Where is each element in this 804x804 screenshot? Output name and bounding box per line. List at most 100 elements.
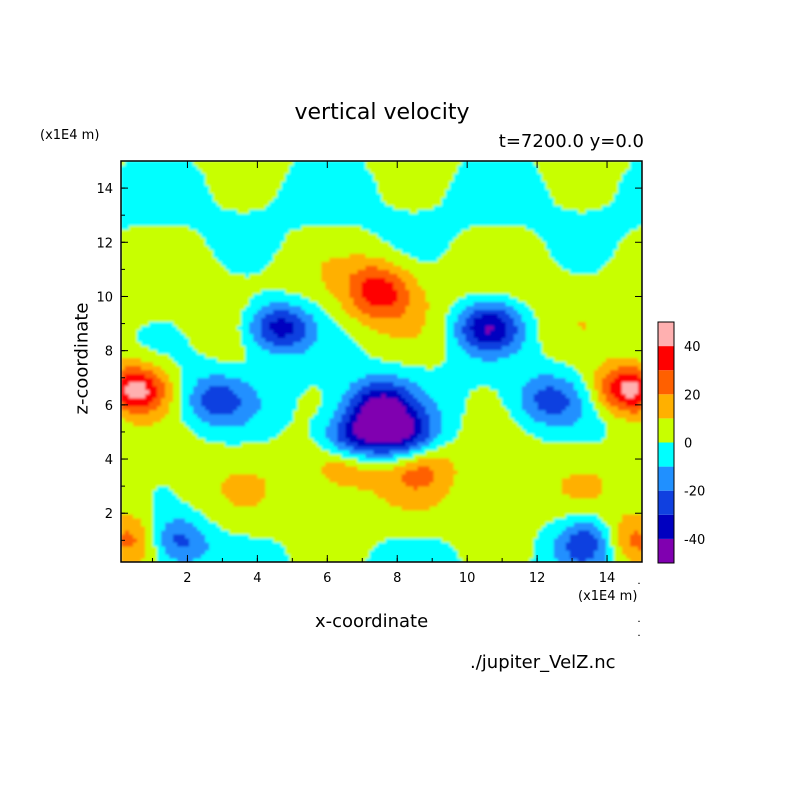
field-cell [309, 325, 314, 331]
field-cell [129, 353, 134, 359]
field-cell [185, 361, 190, 367]
field-cell [245, 185, 250, 190]
field-cell [213, 213, 218, 218]
field-cell [285, 361, 290, 367]
field-cell [281, 197, 286, 202]
field-cell [237, 529, 242, 535]
field-cell [209, 341, 214, 347]
field-cell [197, 329, 202, 335]
field-cell [225, 481, 230, 487]
field-cell [265, 421, 270, 427]
field-cell [121, 301, 126, 306]
field-cell [209, 397, 214, 403]
field-cell [229, 445, 234, 451]
field-cell [153, 253, 158, 258]
field-cell [285, 165, 290, 170]
field-cell [257, 177, 262, 182]
field-cell [305, 389, 310, 395]
field-cell [153, 201, 158, 206]
field-cell [281, 297, 286, 302]
field-cell [165, 425, 170, 431]
field-cell [181, 461, 186, 467]
field-cell [149, 161, 154, 166]
field-cell [229, 365, 234, 371]
field-cell [153, 285, 158, 290]
field-cell [293, 273, 298, 278]
field-cell [285, 237, 290, 242]
field-cell [149, 313, 154, 318]
field-cell [205, 529, 210, 535]
field-cell [285, 161, 290, 166]
field-cell [257, 405, 262, 411]
field-cell [141, 357, 146, 363]
field-cell [245, 421, 250, 427]
field-cell [225, 557, 230, 562]
field-cell [249, 517, 254, 523]
field-cell [169, 557, 174, 562]
field-cell [269, 409, 274, 415]
field-cell [297, 233, 302, 238]
field-cell [289, 345, 294, 351]
field-cell [285, 349, 290, 355]
field-cell [205, 445, 210, 451]
field-cell [213, 221, 218, 226]
field-cell [293, 373, 298, 379]
field-cell [285, 253, 290, 258]
field-cell [141, 413, 146, 419]
field-cell [157, 325, 162, 331]
field-cell [165, 413, 170, 419]
field-cell [125, 541, 130, 547]
field-cell [181, 469, 186, 475]
field-cell [305, 429, 310, 435]
field-cell [197, 301, 202, 306]
field-cell [313, 469, 318, 475]
field-cell [313, 225, 318, 230]
field-cell [277, 489, 282, 495]
field-cell [281, 541, 286, 547]
field-cell [253, 373, 258, 379]
field-cell [261, 269, 266, 274]
field-cell [201, 353, 206, 359]
field-cell [309, 505, 314, 511]
field-cell [221, 389, 226, 395]
field-cell [201, 533, 206, 539]
field-cell [249, 453, 254, 459]
field-cell [233, 517, 238, 523]
field-cell [193, 177, 198, 182]
field-cell [181, 329, 186, 335]
field-cell [217, 329, 222, 335]
field-cell [129, 289, 134, 294]
field-cell [157, 289, 162, 294]
field-cell [213, 229, 218, 234]
field-cell [141, 485, 146, 491]
field-cell [197, 477, 202, 483]
field-cell [301, 309, 306, 314]
field-cell [289, 441, 294, 447]
field-cell [237, 249, 242, 254]
field-cell [261, 229, 266, 234]
field-cell [193, 449, 198, 455]
field-cell [185, 209, 190, 214]
field-cell [213, 313, 218, 318]
field-cell [161, 189, 166, 194]
field-cell [185, 213, 190, 218]
field-cell [125, 361, 130, 367]
field-cell [141, 509, 146, 515]
field-cell [177, 253, 182, 258]
field-cell [221, 485, 226, 491]
field-cell [245, 201, 250, 206]
field-cell [209, 433, 214, 439]
field-cell [289, 377, 294, 383]
field-cell [141, 513, 146, 519]
field-cell [185, 493, 190, 499]
field-cell [293, 537, 298, 543]
field-cell [145, 341, 150, 347]
field-cell [245, 341, 250, 347]
field-cell [313, 553, 318, 559]
field-cell [161, 413, 166, 419]
field-cell [129, 445, 134, 451]
field-cell [237, 333, 242, 339]
field-cell [249, 465, 254, 471]
field-cell [157, 353, 162, 359]
field-cell [289, 297, 294, 302]
